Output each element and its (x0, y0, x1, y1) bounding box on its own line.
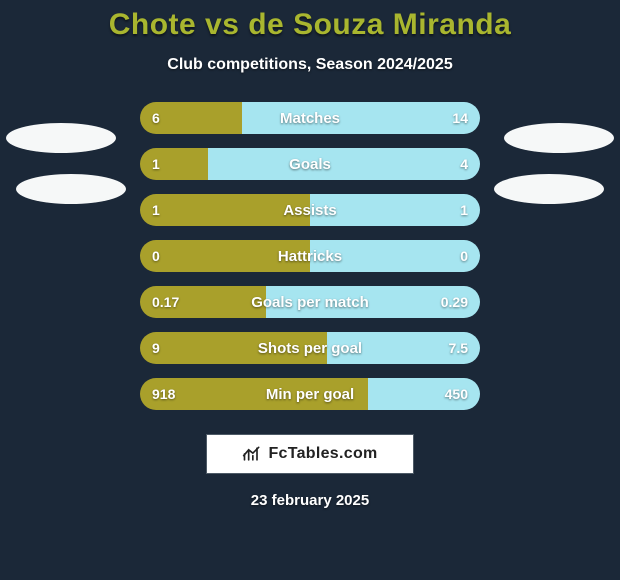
player-left-marker-1 (6, 123, 116, 153)
stat-bar-right (310, 240, 480, 272)
stat-bar-left (140, 286, 266, 318)
date-label: 23 february 2025 (0, 492, 620, 509)
brand-logo-icon (242, 445, 262, 463)
stat-bar-left (140, 102, 242, 134)
player-right-marker-1 (504, 123, 614, 153)
stat-bar-right (310, 194, 480, 226)
stat-row: Hattricks00 (140, 240, 480, 272)
page-title: Chote vs de Souza Miranda (0, 8, 620, 42)
stat-row: Matches614 (140, 102, 480, 134)
stat-row: Assists11 (140, 194, 480, 226)
stat-bar-left (140, 332, 327, 364)
brand-box: FcTables.com (206, 434, 414, 474)
comparison-card: Chote vs de Souza Miranda Club competiti… (0, 0, 620, 580)
stat-bar-right (327, 332, 480, 364)
player-right-marker-2 (494, 174, 604, 204)
stat-row: Goals per match0.170.29 (140, 286, 480, 318)
player-left-marker-2 (16, 174, 126, 204)
stat-row: Shots per goal97.5 (140, 332, 480, 364)
stat-row: Min per goal918450 (140, 378, 480, 410)
stat-bar-right (242, 102, 480, 134)
stat-bar-left (140, 148, 208, 180)
stat-row: Goals14 (140, 148, 480, 180)
brand-text: FcTables.com (268, 445, 377, 463)
page-subtitle: Club competitions, Season 2024/2025 (0, 56, 620, 74)
stat-bar-left (140, 194, 310, 226)
stat-bar-left (140, 378, 368, 410)
stat-bar-right (368, 378, 480, 410)
stat-bar-right (208, 148, 480, 180)
stat-bar-right (266, 286, 480, 318)
stat-bar-left (140, 240, 310, 272)
